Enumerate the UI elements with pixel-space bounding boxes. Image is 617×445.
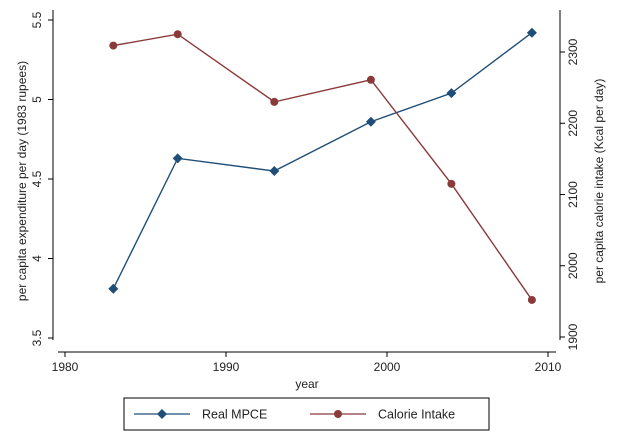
- x-tick-label: 2010: [535, 360, 562, 374]
- x-tick-label: 1990: [213, 360, 240, 374]
- data-point-calorie-intake: [447, 179, 456, 188]
- right-tick-label: 1900: [566, 323, 580, 350]
- data-point-real-mpce: [365, 116, 376, 127]
- data-point-real-mpce: [269, 166, 280, 177]
- data-point-real-mpce: [108, 283, 119, 294]
- data-point-real-mpce: [446, 88, 457, 99]
- legend-label-real-mpce: Real MPCE: [202, 408, 267, 422]
- left-y-axis: 3.5 4 4.5 5 5.5: [30, 10, 54, 346]
- right-y-axis: 1900 2000 2100 2200 2300: [559, 10, 580, 350]
- data-point-calorie-intake: [366, 75, 375, 84]
- left-tick-label: 5: [30, 96, 44, 103]
- data-point-calorie-intake: [270, 97, 279, 106]
- data-point-calorie-intake: [109, 41, 118, 50]
- left-y-axis-title: per capita expenditure per day (1983 rup…: [15, 61, 29, 301]
- series-layer: [108, 27, 537, 304]
- series-line-1: [113, 33, 533, 301]
- left-tick-label: 3.5: [30, 329, 44, 346]
- x-axis-title: year: [295, 377, 318, 391]
- right-tick-label: 2100: [566, 181, 580, 208]
- right-y-axis-title: per capita calorie intake (Kcal per day): [592, 79, 606, 284]
- x-axis: 1980 1990 2000 2010: [52, 351, 562, 374]
- data-point-calorie-intake: [173, 30, 182, 39]
- data-point-calorie-intake: [527, 295, 536, 304]
- x-tick-label: 2000: [374, 360, 401, 374]
- left-tick-label: 4.5: [30, 170, 44, 187]
- data-point-real-mpce: [526, 27, 537, 38]
- right-tick-label: 2300: [566, 38, 580, 65]
- legend: Real MPCE Calorie Intake: [123, 397, 490, 431]
- left-tick-label: 5.5: [30, 11, 44, 28]
- legend-label-calorie-intake: Calorie Intake: [378, 408, 455, 422]
- left-tick-label: 4: [30, 255, 44, 262]
- right-tick-label: 2200: [566, 110, 580, 137]
- x-tick-label: 1980: [52, 360, 79, 374]
- data-point-real-mpce: [172, 153, 183, 164]
- legend-marker-calorie-intake: [334, 410, 342, 418]
- legend-marker-real-mpce: [157, 409, 167, 419]
- series-line-0: [112, 32, 533, 290]
- right-tick-label: 2000: [566, 252, 580, 279]
